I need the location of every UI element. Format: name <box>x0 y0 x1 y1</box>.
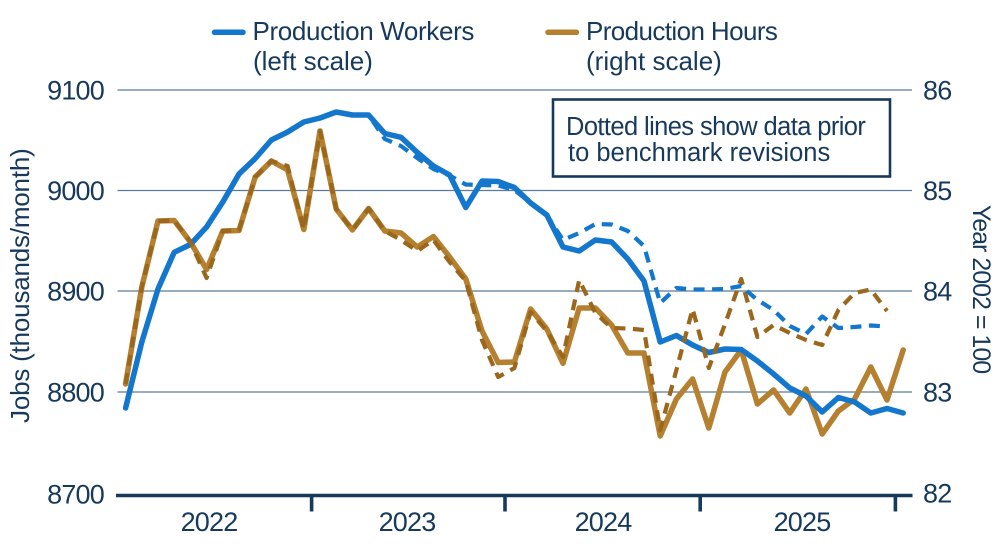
svg-text:2023: 2023 <box>379 507 436 537</box>
svg-text:84: 84 <box>923 277 952 307</box>
svg-text:Production Hours: Production Hours <box>586 16 778 46</box>
svg-text:8900: 8900 <box>47 277 104 307</box>
svg-text:9100: 9100 <box>47 76 104 106</box>
svg-text:Production Workers: Production Workers <box>253 16 475 46</box>
svg-text:Dotted lines show data prior: Dotted lines show data prior <box>566 113 866 141</box>
svg-text:82: 82 <box>923 479 951 509</box>
svg-text:Jobs (thousands/month): Jobs (thousands/month) <box>5 148 35 423</box>
svg-text:2024: 2024 <box>575 507 633 537</box>
svg-text:9000: 9000 <box>47 176 104 206</box>
svg-text:(left scale): (left scale) <box>253 46 373 76</box>
svg-text:8700: 8700 <box>47 480 104 510</box>
svg-text:2025: 2025 <box>774 507 831 537</box>
svg-text:83: 83 <box>923 378 951 408</box>
svg-text:to benchmark revisions: to benchmark revisions <box>568 139 830 167</box>
svg-text:86: 86 <box>923 76 951 106</box>
svg-text:8800: 8800 <box>47 378 104 408</box>
svg-text:2022: 2022 <box>181 507 238 537</box>
svg-text:(right scale): (right scale) <box>586 46 722 76</box>
svg-text:85: 85 <box>923 176 951 206</box>
svg-text:Year 2002 = 100: Year 2002 = 100 <box>967 205 995 373</box>
